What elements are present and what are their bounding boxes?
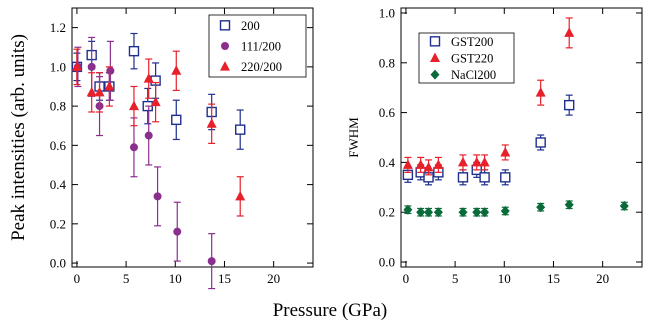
data-point <box>619 200 629 211</box>
x-tick-label: 15 <box>218 271 231 286</box>
plot-frame <box>400 7 643 268</box>
y-axis-label: FWHM <box>346 117 361 158</box>
data-point <box>424 207 434 218</box>
y-axis-label: Peak intensities (arb. units) <box>8 34 29 241</box>
data-point <box>458 207 468 218</box>
data-point <box>150 96 161 107</box>
data-point <box>564 199 574 210</box>
legend-marker <box>430 69 440 80</box>
data-point <box>129 143 138 152</box>
legend-entry: 200 <box>241 19 260 33</box>
y-tick-label: 0.0 <box>50 256 66 271</box>
data-point <box>143 73 154 83</box>
legend-marker <box>429 36 441 47</box>
data-point <box>416 207 426 218</box>
plot-frame <box>71 7 314 268</box>
y-tick-label: 0.6 <box>50 138 67 153</box>
legend-marker <box>430 52 440 62</box>
data-point <box>415 159 426 169</box>
legend-marker <box>221 42 229 50</box>
y-tick-label: 1.2 <box>50 20 66 35</box>
x-tick-label: 20 <box>596 271 609 286</box>
data-point <box>104 80 115 91</box>
x-tick-label: 5 <box>452 271 459 286</box>
data-point <box>144 131 153 140</box>
data-point <box>500 205 510 216</box>
data-point <box>402 159 413 169</box>
data-point <box>472 207 482 218</box>
data-point <box>536 202 546 213</box>
legend-marker <box>219 20 231 31</box>
data-point <box>471 156 482 167</box>
data-point <box>423 161 434 172</box>
data-point <box>457 156 468 167</box>
series-111-200 <box>73 36 216 290</box>
data-point <box>535 137 546 148</box>
x-tick-label: 15 <box>547 271 560 286</box>
x-tick-label: 0 <box>403 271 410 286</box>
fwhm-panel: 0 5 10 15 200.00.20.40.60.81.0FWHMGST200GST2… <box>346 5 643 286</box>
data-point <box>206 118 217 128</box>
intensity-panel: 0 5 10 15 20 0.0 0.2 0.4 0.6 0.8 1.0 1.2 Peak intens… <box>8 7 314 290</box>
data-point <box>535 87 546 97</box>
y-tick-label: 0.4 <box>379 155 396 170</box>
x-axis-label: Pressure (GPa) <box>273 300 388 321</box>
data-point <box>500 146 511 157</box>
legend-entry: 111/200 <box>241 40 281 54</box>
data-point <box>87 62 96 71</box>
data-point <box>479 156 490 167</box>
x-tick-label: 10 <box>498 271 511 286</box>
y-tick-label: 0.2 <box>379 205 395 220</box>
x-tick-label: 20 <box>267 271 280 286</box>
y-tick-label: 1.0 <box>50 59 66 74</box>
data-point <box>500 172 511 183</box>
legend-entry: 220/200 <box>241 60 282 74</box>
data-point <box>207 257 216 266</box>
data-point <box>153 192 162 201</box>
data-point <box>564 27 575 37</box>
series-220-200 <box>71 48 246 217</box>
data-point <box>94 86 105 97</box>
data-point <box>171 114 182 126</box>
legend-entry: GST200 <box>451 35 493 49</box>
data-point <box>86 86 97 97</box>
legend-entry: GST220 <box>451 52 493 66</box>
data-point <box>128 45 140 57</box>
x-tick-label: 0 <box>74 271 81 286</box>
y-tick-label: 0.0 <box>379 255 395 270</box>
data-point <box>106 66 115 75</box>
legend: GST200 GST220 NaCl200 <box>418 32 515 84</box>
y-tick-label: 0.4 <box>50 177 67 192</box>
data-point <box>480 207 490 218</box>
y-tick-label: 0.6 <box>379 105 396 120</box>
data-point <box>403 204 413 215</box>
data-point <box>171 65 182 75</box>
data-point <box>457 172 469 183</box>
x-tick-label: 5 <box>123 271 130 286</box>
y-tick-label: 0.8 <box>379 55 395 70</box>
data-point <box>173 227 182 236</box>
data-point <box>479 172 490 183</box>
data-point <box>564 99 575 111</box>
y-tick-label: 0.2 <box>50 216 66 231</box>
y-tick-label: 0.8 <box>50 99 66 114</box>
data-point <box>71 61 82 71</box>
legend-entry: NaCl200 <box>451 68 496 82</box>
data-point <box>235 124 246 135</box>
data-point <box>128 100 139 111</box>
series-gst220 <box>402 17 575 176</box>
data-point <box>433 159 444 169</box>
x-tick-label: 10 <box>169 271 182 286</box>
y-tick-label: 1.0 <box>379 5 395 20</box>
legend-marker <box>220 61 230 71</box>
series-nacl200 <box>403 199 629 218</box>
data-point <box>235 190 246 201</box>
legend: 200 111/200 220/200 <box>208 14 307 78</box>
data-point <box>433 207 443 218</box>
